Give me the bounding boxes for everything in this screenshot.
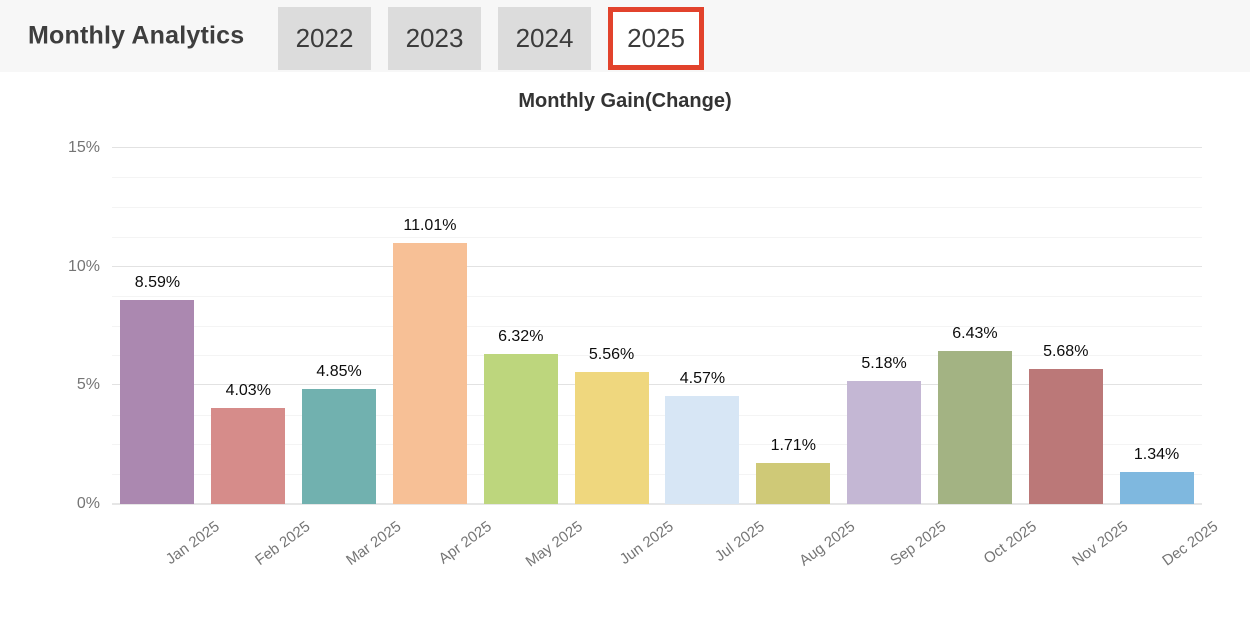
x-axis-label: Jun 2025: [616, 518, 677, 569]
bar-apr-2025[interactable]: [392, 242, 467, 504]
bar-mar-2025[interactable]: [302, 388, 377, 504]
tab-2023[interactable]: 2023: [388, 7, 481, 70]
major-gridline: [112, 384, 1202, 386]
bar-value-label: 6.32%: [498, 328, 544, 345]
x-axis-label: Aug 2025: [796, 518, 859, 570]
y-tick-label: 5%: [76, 376, 100, 394]
bar-aug-2025[interactable]: [756, 463, 831, 504]
x-axis-label: Oct 2025: [980, 518, 1040, 568]
minor-gridline: [112, 444, 1202, 446]
tab-2024[interactable]: 2024: [498, 7, 591, 70]
bar-may-2025[interactable]: [483, 354, 558, 504]
minor-gridline: [112, 325, 1202, 327]
minor-gridline: [112, 236, 1202, 238]
x-axis-label: Dec 2025: [1159, 518, 1222, 570]
major-gridline: [112, 147, 1202, 148]
chart-title: Monthly Gain(Change): [518, 90, 732, 112]
x-axis-baseline: [112, 503, 1202, 505]
bar-nov-2025[interactable]: [1028, 369, 1103, 504]
year-tabs: 2022 2023 2024 2025: [278, 7, 704, 70]
y-tick-label: 0%: [76, 495, 100, 512]
bar-sep-2025[interactable]: [847, 381, 922, 504]
bar-value-label: 4.03%: [225, 382, 271, 400]
x-axis-label: Feb 2025: [251, 518, 314, 570]
bar-oct-2025[interactable]: [937, 351, 1012, 504]
minor-gridline: [112, 295, 1202, 297]
major-gridline: [112, 265, 1202, 267]
header-bar: Monthly Analytics 2022 2023 2024 2025: [0, 0, 1250, 72]
x-axis-label: Jul 2025: [711, 518, 768, 566]
bar-value-label: 6.43%: [952, 325, 998, 343]
minor-gridline: [112, 414, 1202, 416]
tab-2025[interactable]: 2025: [608, 7, 704, 70]
minor-gridline: [112, 355, 1202, 357]
x-axis-label: Mar 2025: [342, 518, 405, 570]
bar-value-label: 4.57%: [679, 369, 726, 387]
bar-value-label: 1.71%: [770, 437, 816, 455]
bar-feb-2025[interactable]: [211, 408, 286, 504]
bar-value-label: 1.34%: [1133, 446, 1180, 464]
bar-value-label: 5.56%: [588, 346, 635, 364]
bar-value-label: 4.85%: [316, 362, 362, 380]
y-tick-label: 10%: [67, 257, 100, 275]
tab-2022[interactable]: 2022: [278, 7, 371, 70]
bar-value-label: 5.68%: [1043, 343, 1089, 361]
minor-gridline: [112, 177, 1202, 179]
x-axis-label: Jan 2025: [162, 518, 223, 569]
bar-dec-2025[interactable]: [1119, 472, 1194, 504]
minor-gridline: [112, 206, 1202, 208]
bar-jul-2025[interactable]: [665, 395, 740, 504]
bar-value-label: 5.18%: [861, 355, 907, 373]
page-title: Monthly Analytics: [28, 21, 245, 50]
x-axis-label: Nov 2025: [1068, 518, 1131, 570]
y-tick-label: 15%: [67, 139, 100, 156]
x-axis-label: Apr 2025: [435, 518, 495, 568]
bar-jan-2025[interactable]: [120, 300, 195, 504]
bar-value-label: 11.01%: [403, 216, 457, 234]
minor-gridline: [112, 473, 1202, 475]
x-axis-label: May 2025: [522, 518, 586, 571]
bar-jun-2025[interactable]: [574, 372, 649, 504]
x-axis-label: Sep 2025: [887, 518, 950, 570]
bar-value-label: 8.59%: [134, 274, 181, 292]
